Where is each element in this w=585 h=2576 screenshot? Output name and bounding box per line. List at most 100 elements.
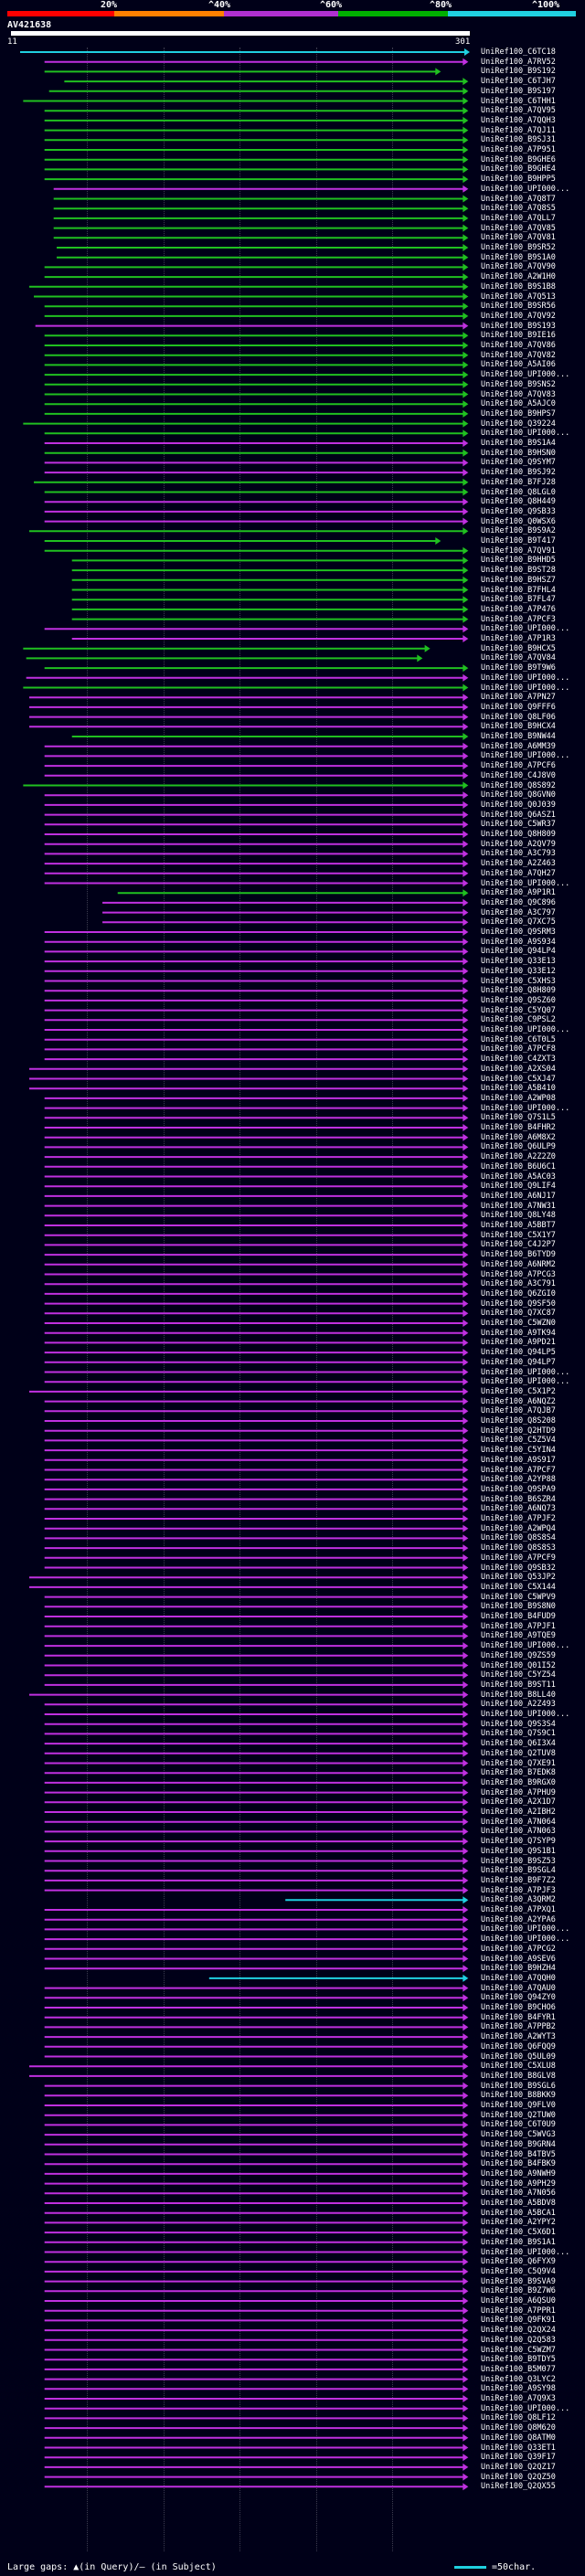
hit-label[interactable]: UniRef100_A3C793 [481,849,556,859]
hit-label[interactable]: UniRef100_Q8S8S3 [481,1543,556,1553]
hit-label[interactable]: UniRef100_A7PCG2 [481,1944,556,1954]
hit-label[interactable]: UniRef100_UPI000... [481,1924,570,1935]
hit-label[interactable]: UniRef100_B9SVA9 [481,2276,556,2286]
hit-label[interactable]: UniRef100_A7NW31 [481,1201,556,1211]
hit-label[interactable]: UniRef100_A7PJF2 [481,1514,556,1523]
hit-label[interactable]: UniRef100_B4FUD9 [481,1612,556,1621]
hit-label[interactable]: UniRef100_Q0WSX6 [481,516,556,526]
hit-label[interactable]: UniRef100_C6T0L5 [481,1034,556,1044]
hit-label[interactable]: UniRef100_C5YZ54 [481,1670,556,1680]
hit-label[interactable]: UniRef100_A7QV81 [481,233,556,243]
hit-label[interactable]: UniRef100_B9HSZ7 [481,575,556,585]
hit-label[interactable]: UniRef100_Q2TUV8 [481,1748,556,1758]
hit-label[interactable]: UniRef100_Q9FK91 [481,2316,556,2326]
hit-label[interactable]: UniRef100_A5AJC0 [481,399,556,409]
hit-label[interactable]: UniRef100_A2XS04 [481,1064,556,1074]
hit-label[interactable]: UniRef100_UPI000... [481,1377,570,1387]
hit-label[interactable]: UniRef100_Q9SF50 [481,1299,556,1309]
hit-label[interactable]: UniRef100_C5YIN4 [481,1446,556,1456]
hit-label[interactable]: UniRef100_A7PJF3 [481,1885,556,1895]
hit-label[interactable]: UniRef100_C5WZN0 [481,1319,556,1328]
hit-label[interactable]: UniRef100_A7PCF6 [481,761,556,771]
hit-label[interactable]: UniRef100_A9PH29 [481,2178,556,2189]
hit-label[interactable]: UniRef100_B9S1A0 [481,252,556,262]
hit-label[interactable]: UniRef100_B9Z7W6 [481,2286,556,2296]
hit-label[interactable]: UniRef100_A7QV90 [481,262,556,272]
hit-label[interactable]: UniRef100_Q6ZGI0 [481,1288,556,1299]
hit-label[interactable]: UniRef100_A7Q8T7 [481,194,556,204]
hit-label[interactable]: UniRef100_A7N064 [481,1817,556,1827]
hit-label[interactable]: UniRef100_A9S934 [481,937,556,947]
hit-label[interactable]: UniRef100_A2YPA6 [481,1914,556,1924]
hit-label[interactable]: UniRef100_A5AC03 [481,1171,556,1182]
hit-label[interactable]: UniRef100_A7N063 [481,1827,556,1837]
hit-label[interactable]: UniRef100_A6NJ17 [481,1191,556,1201]
hit-label[interactable]: UniRef100_A3C791 [481,1279,556,1289]
hit-label[interactable]: UniRef100_B9NW44 [481,732,556,741]
hit-label[interactable]: UniRef100_Q2QZ17 [481,2462,556,2472]
hit-label[interactable]: UniRef100_Q6FQQ9 [481,2041,556,2051]
hit-label[interactable]: UniRef100_Q2HTD9 [481,1426,556,1436]
hit-label[interactable]: UniRef100_A7QV92 [481,311,556,321]
hit-label[interactable]: UniRef100_C5XHS3 [481,976,556,986]
hit-label[interactable]: UniRef100_Q94LP5 [481,1348,556,1358]
hit-label[interactable]: UniRef100_A7QAU0 [481,1983,556,1993]
hit-label[interactable]: UniRef100_C9PSL2 [481,1015,556,1025]
hit-label[interactable]: UniRef100_UPI000... [481,370,570,380]
hit-label[interactable]: UniRef100_UPI000... [481,878,570,888]
hit-label[interactable]: UniRef100_A7QJ11 [481,125,556,135]
hit-label[interactable]: UniRef100_B4TBV5 [481,2149,556,2159]
hit-label[interactable]: UniRef100_A2Z2Z0 [481,1152,556,1162]
hit-label[interactable]: UniRef100_Q9SYM7 [481,458,556,468]
hit-label[interactable]: UniRef100_B9SJ92 [481,468,556,478]
hit-label[interactable]: UniRef100_A7PHU9 [481,1787,556,1797]
hit-label[interactable]: UniRef100_A2YP88 [481,1475,556,1485]
hit-label[interactable]: UniRef100_Q39F17 [481,2453,556,2463]
hit-label[interactable]: UniRef100_C6TC18 [481,48,556,57]
hit-label[interactable]: UniRef100_C5WVG3 [481,2130,556,2140]
hit-label[interactable]: UniRef100_UPI000... [481,673,570,683]
hit-label[interactable]: UniRef100_A7P951 [481,145,556,154]
hit-label[interactable]: UniRef100_UPI000... [481,2403,570,2413]
hit-label[interactable]: UniRef100_B9SGL4 [481,1866,556,1876]
hit-label[interactable]: UniRef100_A7RV52 [481,57,556,67]
hit-label[interactable]: UniRef100_Q8LGL0 [481,487,556,497]
hit-label[interactable]: UniRef100_Q33E12 [481,966,556,976]
hit-label[interactable]: UniRef100_Q7XC87 [481,1309,556,1319]
hit-label[interactable]: UniRef100_B9SR52 [481,243,556,252]
hit-label[interactable]: UniRef100_Q8ATM0 [481,2433,556,2443]
hit-label[interactable]: UniRef100_C4ZXT3 [481,1055,556,1065]
hit-label[interactable]: UniRef100_UPI000... [481,2247,570,2257]
hit-label[interactable]: UniRef100_Q53JP2 [481,1573,556,1583]
hit-label[interactable]: UniRef100_B9GHE6 [481,154,556,164]
hit-label[interactable]: UniRef100_B9TDY5 [481,2355,556,2365]
hit-label[interactable]: UniRef100_C5Q9V4 [481,2266,556,2276]
hit-label[interactable]: UniRef100_B9T9W6 [481,663,556,673]
hit-label[interactable]: UniRef100_Q33E13 [481,957,556,967]
hit-label[interactable]: UniRef100_B9HZH4 [481,1964,556,1974]
hit-label[interactable]: UniRef100_Q8S892 [481,780,556,790]
hit-label[interactable]: UniRef100_B6U6C1 [481,1161,556,1171]
hit-label[interactable]: UniRef100_B9HCX5 [481,643,556,653]
hit-label[interactable]: UniRef100_B9S1A4 [481,439,556,448]
hit-label[interactable]: UniRef100_Q94LP4 [481,947,556,957]
hit-label[interactable]: UniRef100_Q94LP7 [481,1357,556,1367]
hit-label[interactable]: UniRef100_A2Z463 [481,859,556,869]
hit-label[interactable]: UniRef100_Q9SB33 [481,506,556,516]
hit-label[interactable]: UniRef100_A2X1D7 [481,1797,556,1807]
hit-label[interactable]: UniRef100_A7PCF3 [481,614,556,624]
hit-label[interactable]: UniRef100_B6TYD9 [481,1250,556,1260]
hit-label[interactable]: UniRef100_Q6FYX9 [481,2257,556,2267]
hit-label[interactable]: UniRef100_A7PCF7 [481,1465,556,1475]
hit-label[interactable]: UniRef100_A9NWH9 [481,2168,556,2178]
hit-label[interactable]: UniRef100_A5BBT7 [481,1221,556,1230]
hit-label[interactable]: UniRef100_A6NQ73 [481,1504,556,1514]
hit-label[interactable]: UniRef100_B9ST28 [481,566,556,576]
hit-label[interactable]: UniRef100_UPI000... [481,751,570,761]
hit-label[interactable]: UniRef100_Q0J039 [481,800,556,810]
hit-label[interactable]: UniRef100_Q9C896 [481,897,556,907]
hit-label[interactable]: UniRef100_Q33ET1 [481,2443,556,2453]
hit-label[interactable]: UniRef100_Q7S1L5 [481,1113,556,1123]
hit-label[interactable]: UniRef100_C5X144 [481,1582,556,1592]
hit-label[interactable]: UniRef100_B9RGX0 [481,1777,556,1787]
